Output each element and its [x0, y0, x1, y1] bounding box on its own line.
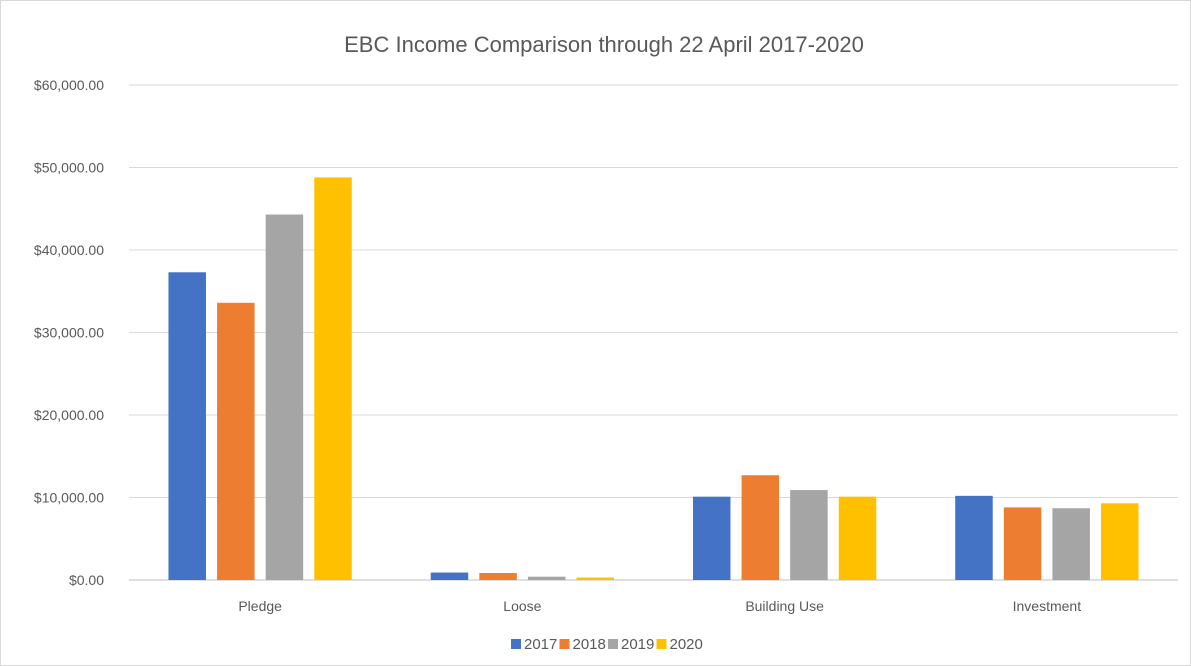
legend-swatch-2020 — [656, 639, 667, 649]
bar-building-use-2020 — [838, 496, 877, 580]
x-category-label: Investment — [1013, 598, 1082, 614]
bar-investment-2020 — [1101, 503, 1139, 580]
bar-pledge-2018 — [217, 302, 255, 580]
x-category-label: Building Use — [745, 598, 824, 614]
x-axis-category-labels: Pledge Loose Building Use Investment — [238, 598, 1081, 614]
bar-building-use-2019 — [790, 490, 828, 580]
bar-investment-2018 — [1003, 507, 1042, 580]
bar-pledge-2017 — [168, 272, 206, 580]
legend-label-2020: 2020 — [670, 636, 703, 653]
legend-swatch-2019 — [608, 639, 618, 649]
bar-loose-2020 — [576, 577, 615, 580]
legend: 2017 2018 2019 2020 — [511, 636, 703, 653]
x-category-label: Pledge — [238, 598, 282, 614]
bar-building-use-2018 — [741, 475, 780, 580]
y-axis-tick-labels: $0.00 $10,000.00 $20,000.00 $30,000.00 $40,0… — [34, 77, 104, 588]
bars — [168, 177, 1139, 580]
legend-label-2018: 2018 — [573, 636, 606, 653]
bar-building-use-2017 — [692, 496, 731, 580]
gridlines — [129, 84, 1178, 581]
legend-swatch-2017 — [511, 639, 521, 649]
bar-pledge-2020 — [314, 177, 352, 580]
bar-loose-2019 — [527, 576, 566, 580]
y-tick-label: $40,000.00 — [34, 242, 104, 258]
bar-investment-2017 — [955, 495, 993, 580]
y-tick-label: $50,000.00 — [34, 160, 104, 176]
bar-loose-2017 — [430, 572, 469, 580]
bar-loose-2018 — [479, 572, 517, 580]
y-tick-label: $30,000.00 — [34, 325, 104, 341]
bar-investment-2019 — [1052, 508, 1090, 580]
y-tick-label: $60,000.00 — [34, 77, 104, 93]
chart-title: EBC Income Comparison through 22 April 2… — [344, 32, 864, 57]
legend-label-2017: 2017 — [524, 636, 557, 653]
legend-swatch-2018 — [559, 639, 570, 649]
y-tick-label: $20,000.00 — [34, 407, 104, 423]
x-category-label: Loose — [503, 598, 541, 614]
y-tick-label: $10,000.00 — [34, 490, 104, 506]
y-tick-label: $0.00 — [69, 572, 104, 588]
bar-pledge-2019 — [265, 214, 304, 580]
legend-label-2019: 2019 — [621, 636, 654, 653]
